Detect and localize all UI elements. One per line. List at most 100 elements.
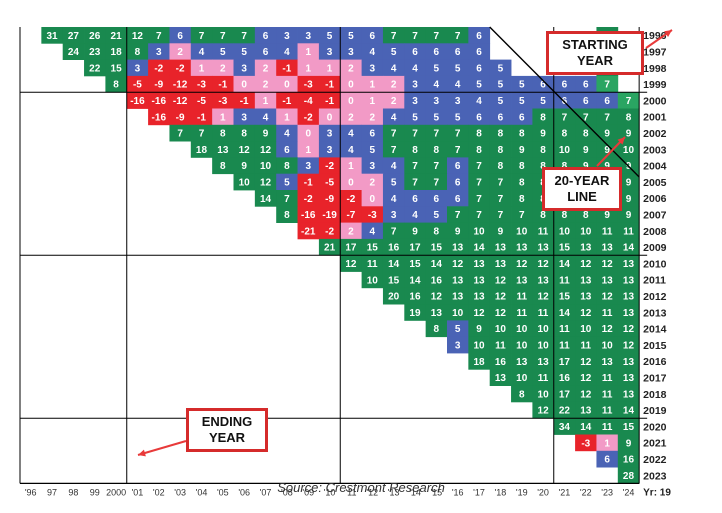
cell-value-0-10: 7 <box>241 31 247 42</box>
cell-7-12 <box>276 141 298 158</box>
cell-18-27 <box>596 320 619 338</box>
cell-3-19 <box>425 75 448 93</box>
cell-value-16-19: 12 <box>431 292 443 303</box>
cell-value-1-6: 3 <box>156 47 162 58</box>
cell-8-19 <box>425 157 448 175</box>
cell-value-8-16: 3 <box>369 161 375 172</box>
cell-value-0-12: 3 <box>284 31 290 42</box>
cell-value-1-12: 4 <box>284 47 290 58</box>
cell-8-18 <box>404 157 427 175</box>
cell-5-20 <box>447 108 469 126</box>
cell-value-5-13: -2 <box>304 112 313 123</box>
cell-value-16-24: 12 <box>538 292 550 303</box>
cell-value-20-26: 12 <box>580 357 592 368</box>
cell-16-23 <box>511 287 533 305</box>
cell-value-13-27: 13 <box>602 243 614 254</box>
cell-7-16 <box>361 141 384 158</box>
cell-6-10 <box>233 124 256 142</box>
cell-value-18-20: 5 <box>455 324 461 335</box>
cell-4-18 <box>404 92 427 109</box>
cell-value-19-27: 10 <box>602 340 614 351</box>
cell-value-8-18: 7 <box>412 161 418 172</box>
cell-value-8-23: 8 <box>519 161 525 172</box>
cell-17-21 <box>468 304 491 321</box>
cell-1-19 <box>425 43 448 60</box>
cell-2-18 <box>404 59 427 77</box>
cell-6-17 <box>382 124 405 142</box>
cell-value-19-24: 10 <box>538 340 550 351</box>
cell-value-5-16: 2 <box>369 112 375 123</box>
cell-14-19 <box>425 255 448 272</box>
cell-10-20 <box>447 190 469 207</box>
cell-value-16-28: 13 <box>623 292 635 303</box>
cell-value-8-13: 3 <box>305 161 311 172</box>
cell-5-7 <box>169 108 192 126</box>
cell-value-19-21: 10 <box>473 340 485 351</box>
cell-8-9 <box>212 157 234 175</box>
cell-2-7 <box>169 59 192 77</box>
cell-4-16 <box>361 92 384 109</box>
cell-10-21 <box>468 190 491 207</box>
cell-value-7-18: 8 <box>412 145 418 156</box>
cell-4-9 <box>212 92 234 109</box>
cell-22-23 <box>511 385 533 403</box>
cell-value-2-20: 5 <box>455 63 461 74</box>
cell-value-4-23: 5 <box>519 96 525 107</box>
cell-value-5-10: 3 <box>241 112 247 123</box>
cell-value-23-26: 13 <box>580 406 592 417</box>
cell-9-18 <box>404 173 427 191</box>
row-label-2016: 2016 <box>643 356 667 368</box>
cell-value-6-14: 3 <box>327 129 333 140</box>
starting-year-arrow <box>645 29 673 49</box>
cell-value-4-18: 3 <box>412 96 418 107</box>
cell-value-5-7: -9 <box>176 112 185 123</box>
starting-year-callout-line2: YEAR <box>576 53 614 68</box>
cell-value-10-20: 6 <box>455 194 461 205</box>
cell-5-10 <box>233 108 256 126</box>
twenty-year-diagonal-line <box>489 26 640 178</box>
cell-value-18-27: 12 <box>602 324 614 335</box>
cell-1-3 <box>84 43 106 60</box>
cell-19-23 <box>511 336 533 354</box>
cell-value-7-11: 12 <box>260 145 272 156</box>
source-caption: Source: Crestmont Research <box>277 480 445 495</box>
cell-1-11 <box>254 43 277 60</box>
cell-0-10 <box>233 27 256 44</box>
cell-value-4-10: -1 <box>240 96 249 107</box>
cell-13-26 <box>575 238 597 256</box>
cell-8-16 <box>361 157 384 175</box>
cell-value-15-19: 16 <box>431 275 443 286</box>
cell-2-17 <box>382 59 405 77</box>
cell-11-22 <box>489 206 512 223</box>
cell-5-26 <box>575 108 597 126</box>
cell-value-19-25: 11 <box>559 340 570 351</box>
cell-value-18-19: 8 <box>434 324 440 335</box>
cell-9-12 <box>276 173 298 191</box>
cell-24-27 <box>596 418 619 435</box>
cell-5-28 <box>617 108 640 126</box>
cell-value-15-22: 12 <box>495 275 507 286</box>
cell-value-1-2: 24 <box>68 47 80 58</box>
cell-value-11-15: -7 <box>346 210 355 221</box>
cell-value-2-15: 2 <box>348 63 354 74</box>
cell-24-25 <box>553 418 576 435</box>
cell-value-3-25: 6 <box>562 80 568 91</box>
column-label-1: 97 <box>47 487 57 497</box>
cell-value-14-15: 12 <box>345 259 357 270</box>
row-label-2008: 2008 <box>643 226 667 238</box>
cell-18-19 <box>425 320 448 338</box>
cell-value-24-26: 14 <box>580 422 592 433</box>
cell-value-2-12: -1 <box>282 63 291 74</box>
cell-value-13-25: 15 <box>559 243 571 254</box>
cell-value-12-28: 11 <box>623 226 634 237</box>
cell-value-1-15: 3 <box>348 47 354 58</box>
cell-value-17-18: 19 <box>409 308 421 319</box>
cell-value-8-19: 7 <box>434 161 440 172</box>
cell-value-11-22: 7 <box>498 210 504 221</box>
cell-value-6-11: 9 <box>263 129 269 140</box>
cell-value-4-24: 5 <box>540 96 546 107</box>
cell-value-17-23: 11 <box>516 308 527 319</box>
cell-5-12 <box>276 108 298 126</box>
cell-value-3-19: 4 <box>434 80 440 91</box>
